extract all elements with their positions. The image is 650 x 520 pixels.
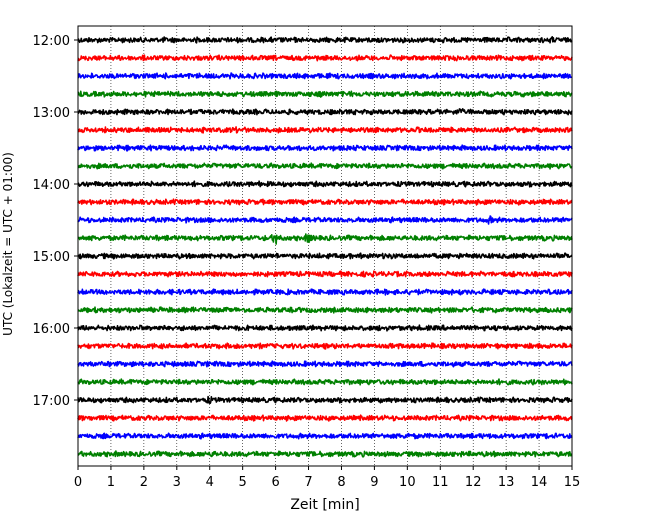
seismic-trace [77, 414, 573, 422]
seismic-trace [77, 432, 573, 440]
seismic-trace [77, 252, 573, 260]
seismic-trace [77, 306, 573, 314]
seismic-trace [77, 108, 573, 116]
x-tick-label: 9 [370, 475, 378, 490]
seismic-trace [77, 198, 573, 206]
x-tick-label: 6 [271, 475, 279, 490]
seismic-trace [77, 450, 573, 458]
plot-frame [77, 25, 573, 467]
seismic-trace [77, 360, 573, 368]
x-tick-label: 13 [498, 475, 515, 490]
grid-layer [110, 26, 540, 466]
trace-layer [77, 35, 573, 458]
y-tick-label: 13:00 [33, 106, 70, 121]
seismic-trace [77, 288, 573, 296]
x-tick-label: 14 [531, 475, 548, 490]
x-tick-label: 2 [140, 475, 148, 490]
y-tick-label: 15:00 [33, 250, 70, 265]
x-tick-label: 0 [74, 475, 82, 490]
seismic-trace [77, 90, 573, 98]
x-tick-label: 12 [465, 475, 482, 490]
seismic-trace [77, 180, 573, 188]
seismic-trace [77, 126, 573, 134]
seismic-trace [77, 215, 573, 225]
seismic-trace [77, 72, 573, 80]
seismic-trace [77, 324, 573, 332]
seismic-trace [77, 378, 573, 386]
y-axis-label: UTC (Lokalzeit = UTC + 01:00) [1, 152, 15, 336]
x-tick-label: 1 [107, 475, 115, 490]
y-axis: 12:00 13:00 14:00 15:00 16:00 17:00 [33, 34, 78, 409]
x-tick-label: 3 [173, 475, 181, 490]
y-tick-label: 16:00 [33, 322, 70, 337]
x-axis: 0 1 2 3 4 5 6 7 8 9 10 11 12 13 14 15 [74, 466, 580, 490]
x-tick-label: 11 [432, 475, 449, 490]
x-tick-label: 15 [564, 475, 581, 490]
seismic-trace [77, 162, 573, 170]
x-tick-label: 5 [239, 475, 247, 490]
x-axis-label: Zeit [min] [290, 497, 359, 513]
seismic-trace [77, 395, 573, 405]
x-tick-label: 4 [206, 475, 214, 490]
seismic-trace [77, 270, 573, 278]
x-tick-label: 7 [304, 475, 312, 490]
y-tick-label: 17:00 [33, 394, 70, 409]
x-tick-label: 10 [399, 475, 416, 490]
y-tick-label: 12:00 [33, 34, 70, 49]
seismic-trace [77, 144, 573, 152]
seismic-trace [77, 54, 573, 62]
seismic-trace [77, 35, 573, 44]
x-tick-label: 8 [337, 475, 345, 490]
y-tick-label: 14:00 [33, 178, 70, 193]
seismic-trace [77, 342, 573, 350]
seismic-trace [77, 233, 573, 245]
